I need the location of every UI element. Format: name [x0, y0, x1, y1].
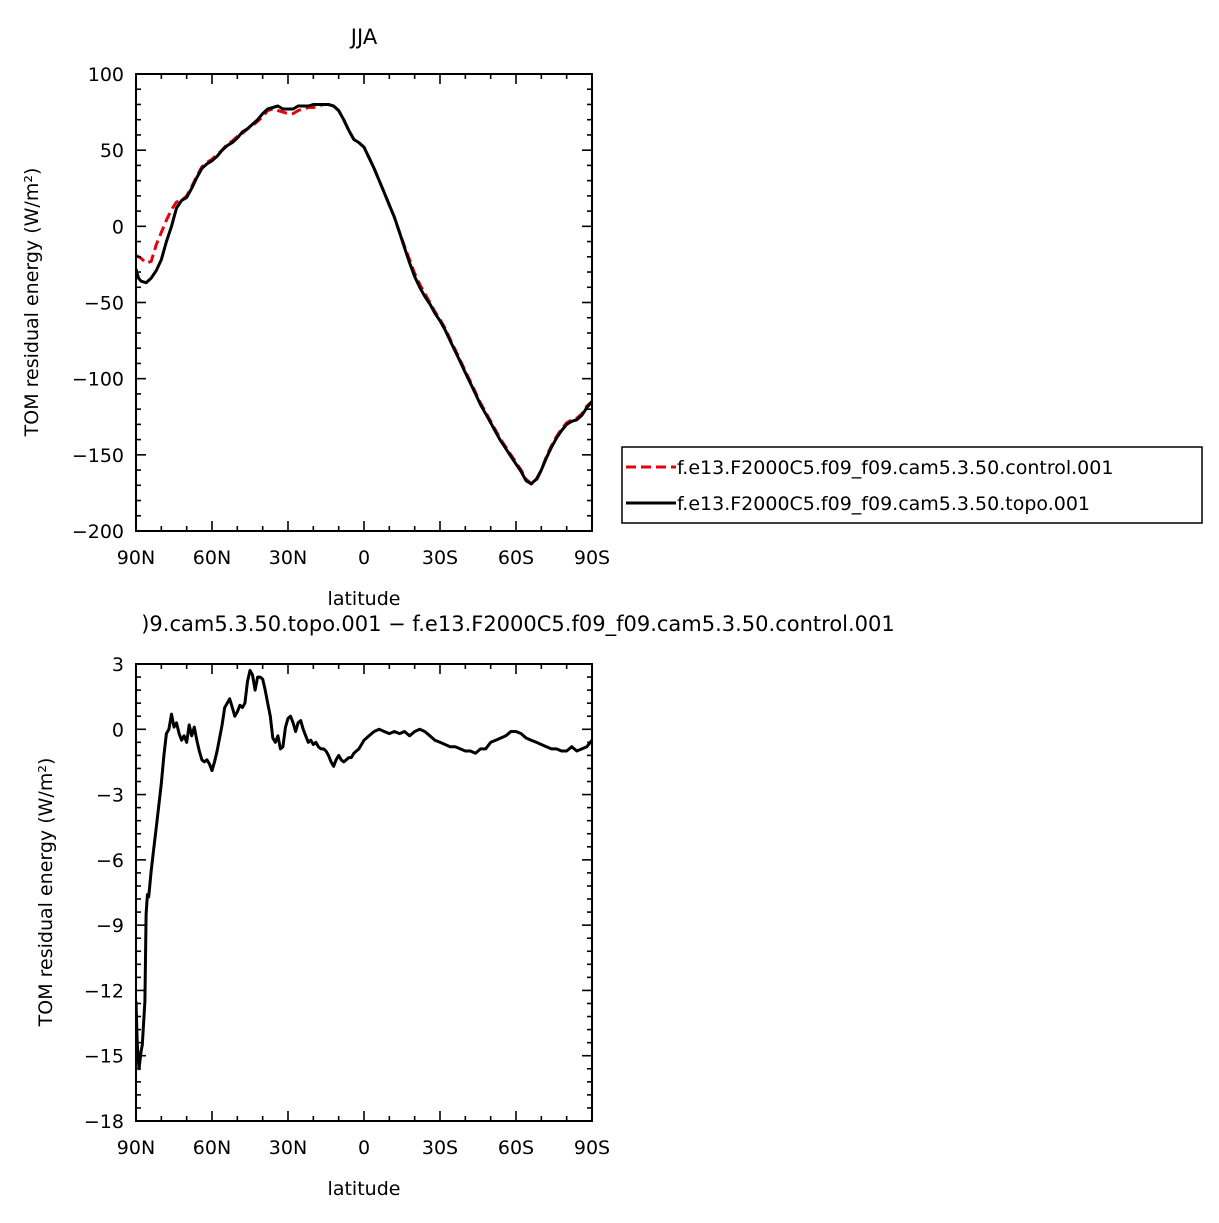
bottom-y-tick-label: −18	[84, 1111, 124, 1133]
bottom-panel: )9.cam5.3.50.topo.001 − f.e13.F2000C5.f0…	[35, 612, 895, 1200]
bottom-x-tick-label: 60N	[193, 1137, 231, 1159]
bottom-x-tick-label: 90S	[574, 1137, 610, 1159]
top-y-tick-label: 50	[100, 140, 124, 162]
bottom-y-tick-label: −6	[96, 850, 124, 872]
bottom-y-tick-label: 3	[112, 654, 124, 676]
top-y-tick-label: −50	[84, 293, 124, 315]
top-x-axis-title: latitude	[328, 588, 401, 610]
top-y-tick-label: −200	[72, 521, 124, 543]
bottom-y-axis-title: TOM residual energy (W/m²)	[35, 758, 57, 1028]
top-series-line-0	[136, 103, 592, 486]
bottom-plot-frame	[135, 663, 593, 1122]
top-x-tick-label: 0	[358, 547, 370, 569]
legend-entry-topo: f.e13.F2000C5.f09_f09.cam5.3.50.topo.001	[677, 493, 1090, 515]
top-y-axis-title: TOM residual energy (W/m²)	[21, 168, 43, 438]
bottom-x-tick-label: 30S	[422, 1137, 458, 1159]
bottom-y-tick-label: −3	[96, 785, 124, 807]
top-x-tick-label: 60N	[193, 547, 231, 569]
top-panel: JJA latitude TOM residual energy (W/m²) …	[21, 25, 1203, 610]
bottom-y-tick-label: −12	[84, 980, 124, 1002]
top-y-tick-label: 0	[112, 216, 124, 238]
bottom-x-tick-label: 30N	[269, 1137, 307, 1159]
top-series-line-1	[136, 103, 592, 486]
legend-box	[621, 446, 1203, 524]
top-plot-frame	[135, 73, 593, 532]
bottom-x-tick-label: 60S	[498, 1137, 534, 1159]
bottom-series-line-0	[136, 669, 592, 1071]
top-x-tick-label: 30N	[269, 547, 307, 569]
bottom-x-tick-label: 0	[358, 1137, 370, 1159]
bottom-chart-title: )9.cam5.3.50.topo.001 − f.e13.F2000C5.f0…	[141, 612, 895, 637]
bottom-y-tick-label: −15	[84, 1046, 124, 1068]
top-y-tick-label: −150	[72, 445, 124, 467]
top-x-tick-label: 30S	[422, 547, 458, 569]
bottom-x-axis-title: latitude	[328, 1178, 401, 1200]
top-x-tick-label: 90N	[117, 547, 155, 569]
bottom-y-tick-label: −9	[96, 915, 124, 937]
top-y-tick-label: −100	[72, 369, 124, 391]
bottom-y-tick-label: 0	[112, 719, 124, 741]
top-x-tick-label: 90S	[574, 547, 610, 569]
legend-entry-control: f.e13.F2000C5.f09_f09.cam5.3.50.control.…	[677, 457, 1113, 479]
top-x-tick-label: 60S	[498, 547, 534, 569]
top-y-tick-label: 100	[88, 64, 124, 86]
top-legend: f.e13.F2000C5.f09_f09.cam5.3.50.control.…	[621, 446, 1203, 524]
bottom-x-tick-label: 90N	[117, 1137, 155, 1159]
top-chart-title: JJA	[349, 25, 378, 49]
